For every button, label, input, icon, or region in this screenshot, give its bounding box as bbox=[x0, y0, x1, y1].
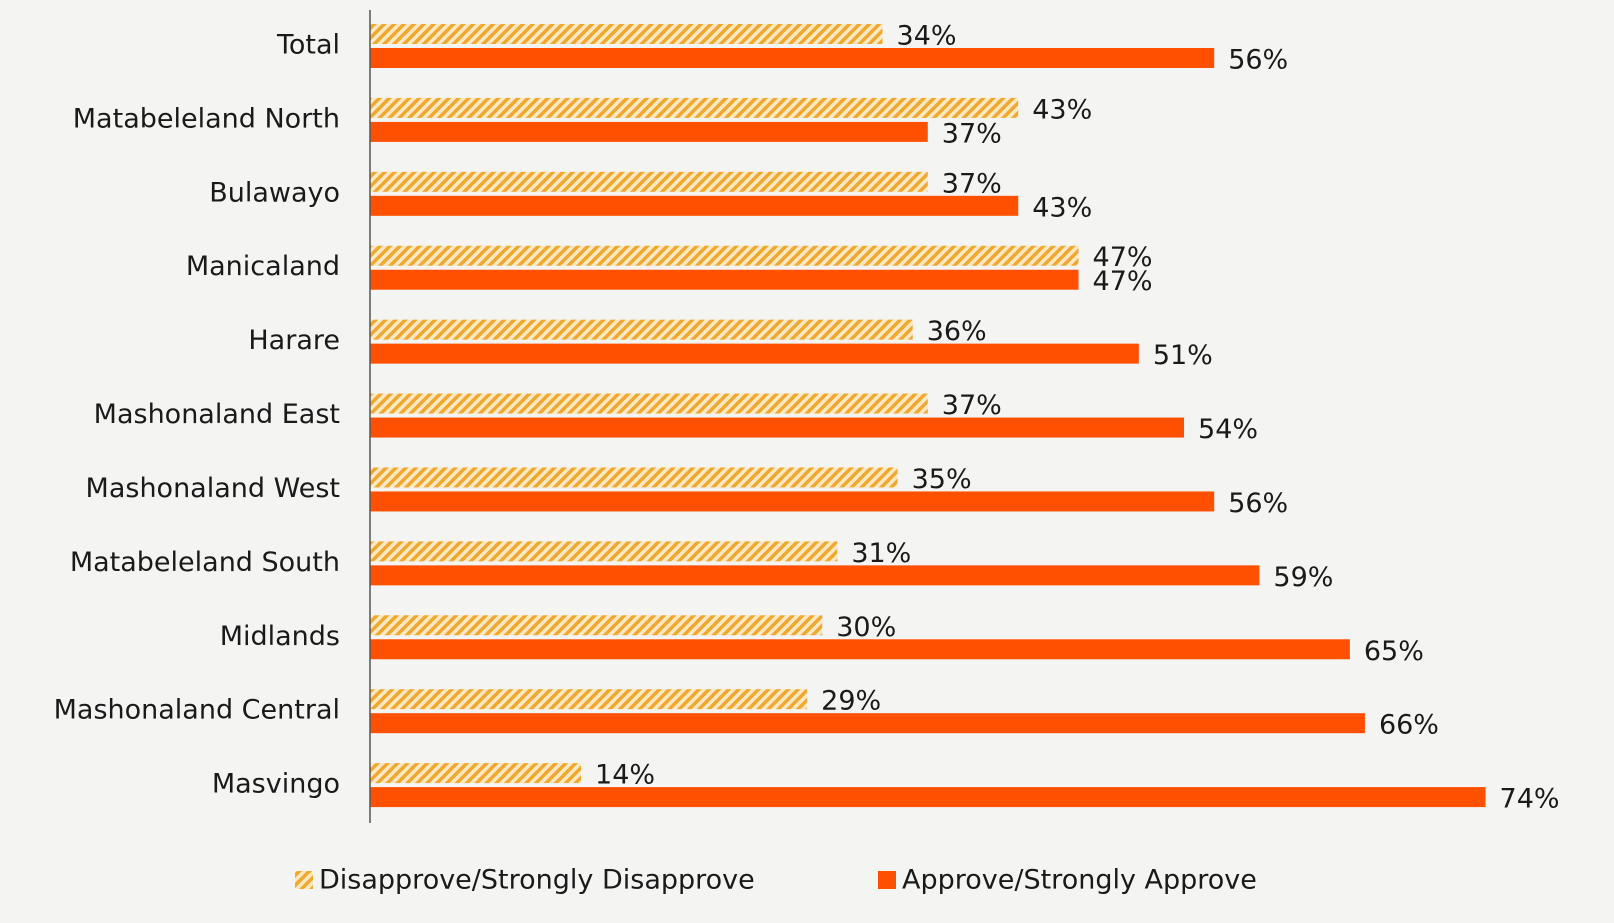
category-label: Mashonaland Central bbox=[54, 695, 340, 726]
bar bbox=[370, 417, 1185, 438]
category-label: Matabeleland North bbox=[73, 103, 340, 134]
value-label: 37% bbox=[942, 390, 1002, 421]
category-label: Midlands bbox=[220, 621, 340, 652]
category-label: Mashonaland East bbox=[94, 399, 340, 430]
category-label: Bulawayo bbox=[209, 177, 340, 208]
value-label: 29% bbox=[821, 686, 881, 717]
value-label: 43% bbox=[1032, 94, 1092, 125]
bar bbox=[370, 97, 1019, 118]
value-label: 47% bbox=[1093, 266, 1153, 297]
bar bbox=[370, 491, 1215, 512]
category-label: Matabeleland South bbox=[70, 547, 340, 578]
bar bbox=[370, 787, 1486, 808]
value-label: 30% bbox=[836, 612, 896, 643]
value-label: 14% bbox=[595, 760, 655, 791]
value-label: 43% bbox=[1032, 192, 1092, 223]
bar bbox=[370, 565, 1260, 586]
value-label: 74% bbox=[1500, 784, 1560, 815]
bar bbox=[370, 393, 928, 414]
value-label: 66% bbox=[1379, 710, 1439, 741]
category-label: Mashonaland West bbox=[86, 473, 340, 504]
value-label: 59% bbox=[1273, 562, 1333, 593]
bar bbox=[370, 269, 1079, 290]
bar bbox=[370, 713, 1365, 734]
bar bbox=[370, 541, 838, 562]
bar bbox=[370, 24, 883, 44]
bar bbox=[370, 343, 1139, 364]
bar bbox=[370, 48, 1215, 68]
value-label: 54% bbox=[1198, 414, 1258, 445]
value-label: 36% bbox=[927, 316, 987, 347]
legend-swatch bbox=[295, 871, 313, 889]
legend-label: Approve/Strongly Approve bbox=[902, 865, 1257, 896]
value-label: 31% bbox=[851, 538, 911, 569]
category-label: Total bbox=[276, 30, 340, 61]
value-label: 56% bbox=[1228, 488, 1288, 519]
bar bbox=[370, 171, 928, 192]
category-label: Manicaland bbox=[186, 251, 340, 282]
value-label: 34% bbox=[897, 21, 957, 52]
value-label: 65% bbox=[1364, 636, 1424, 667]
legend-swatch bbox=[878, 871, 896, 889]
value-label: 35% bbox=[912, 464, 972, 495]
value-label: 47% bbox=[1093, 242, 1153, 273]
value-label: 37% bbox=[942, 118, 1002, 149]
bar bbox=[370, 689, 808, 710]
bar bbox=[370, 639, 1350, 660]
bar bbox=[370, 121, 928, 142]
bar bbox=[370, 245, 1079, 266]
value-label: 51% bbox=[1153, 340, 1213, 371]
bar bbox=[370, 195, 1019, 216]
bar bbox=[370, 467, 898, 488]
bar bbox=[370, 319, 913, 340]
legend-label: Disapprove/Strongly Disapprove bbox=[319, 865, 755, 896]
bar bbox=[370, 763, 582, 784]
category-label: Harare bbox=[248, 325, 340, 356]
category-label: Masvingo bbox=[212, 769, 340, 800]
bar bbox=[370, 615, 823, 636]
value-label: 37% bbox=[942, 168, 1002, 199]
value-label: 56% bbox=[1228, 45, 1288, 76]
